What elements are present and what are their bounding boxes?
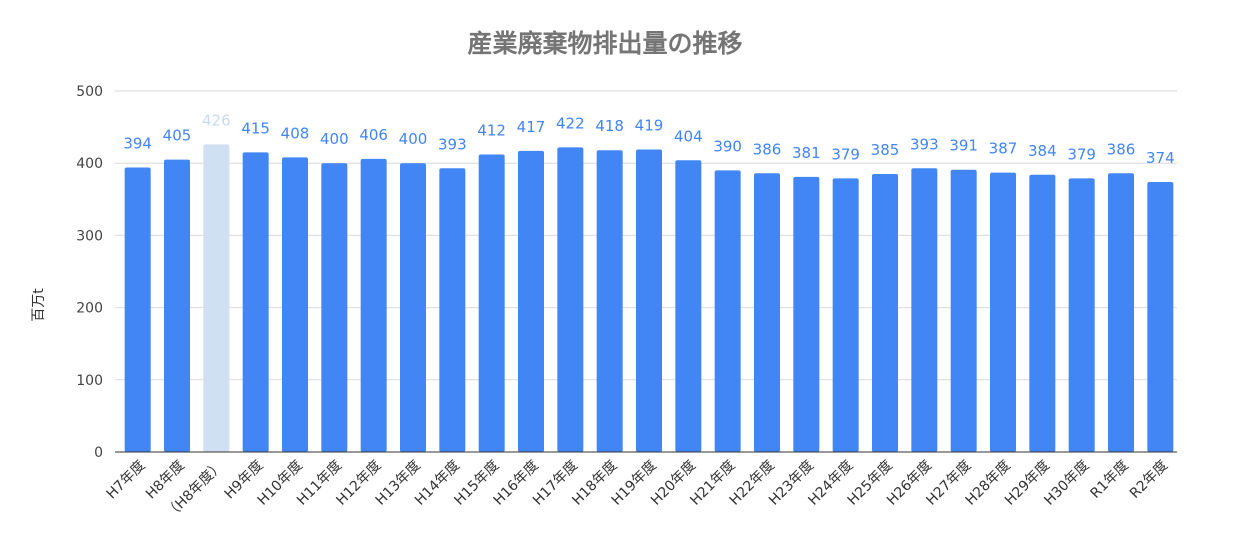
data-label: 385	[871, 141, 900, 159]
y-tick-label: 300	[76, 228, 103, 244]
bar	[990, 172, 1016, 452]
data-label: 393	[910, 135, 939, 153]
bars	[124, 144, 1174, 453]
bar	[832, 178, 859, 452]
data-label: 393	[438, 135, 467, 153]
y-tick-label: 0	[94, 445, 103, 461]
data-label: 394	[123, 135, 152, 153]
bar	[360, 158, 387, 453]
bar	[596, 150, 623, 453]
x-tick-labels: H7年度H8年度（H8年度）H9年度H10年度H11年度H12年度H13年度H1…	[104, 458, 1172, 523]
data-label: 419	[635, 116, 664, 134]
data-label: 381	[792, 144, 821, 162]
data-label: 400	[320, 130, 349, 148]
y-tick-label: 100	[76, 373, 103, 389]
chart-title: 産業廃棄物排出量の推移	[467, 29, 742, 58]
data-label: 417	[517, 118, 546, 136]
y-tick-label: 200	[76, 301, 103, 317]
x-tick-label: R1年度	[1088, 458, 1132, 502]
bar	[872, 174, 898, 452]
data-label: 386	[1107, 140, 1136, 158]
bar	[282, 157, 308, 452]
bar	[478, 154, 505, 452]
bar	[557, 147, 584, 453]
data-label: 405	[163, 127, 192, 145]
data-label: 387	[989, 140, 1018, 158]
x-tick-label: R2年度	[1127, 458, 1171, 502]
y-tick-labels: 0 100 200 300 400 500	[76, 84, 103, 461]
bar	[203, 144, 230, 453]
data-label: 406	[359, 126, 388, 144]
data-label: 379	[831, 145, 860, 163]
bar	[950, 169, 977, 452]
data-label: 390	[713, 137, 742, 155]
bar	[714, 170, 741, 453]
data-label: 386	[753, 140, 782, 158]
bar	[911, 168, 938, 452]
data-label: 412	[477, 122, 506, 140]
data-label: 426	[202, 111, 231, 129]
data-label: 400	[399, 130, 428, 148]
data-label: 384	[1028, 142, 1057, 160]
bar	[321, 163, 348, 452]
data-label: 379	[1067, 145, 1096, 163]
data-labels: 394 405 426 415 408 400 406 400 393 412 417 422 418 4…	[123, 111, 1174, 167]
bar	[675, 160, 702, 452]
data-label: 404	[674, 127, 703, 145]
bar	[124, 167, 151, 453]
bar	[1068, 178, 1095, 452]
bar	[1108, 173, 1134, 453]
y-tick-label: 500	[76, 84, 103, 100]
data-label: 391	[949, 137, 978, 155]
bar	[636, 149, 662, 452]
bar	[439, 168, 466, 452]
data-label: 415	[241, 119, 270, 137]
x-tick-label: H7年度	[104, 458, 149, 503]
bar	[518, 150, 544, 452]
y-tick-label: 400	[76, 156, 103, 172]
data-label: 422	[556, 114, 585, 132]
bar	[400, 163, 426, 452]
bar	[1147, 181, 1174, 453]
bar	[164, 159, 190, 452]
bar	[793, 176, 820, 452]
data-label: 418	[595, 117, 624, 135]
bar	[242, 152, 269, 452]
bar	[754, 173, 780, 453]
data-label: 408	[281, 124, 310, 142]
y-axis-label: 百万t	[31, 288, 47, 322]
data-label: 374	[1146, 149, 1175, 167]
bar	[1029, 174, 1056, 452]
